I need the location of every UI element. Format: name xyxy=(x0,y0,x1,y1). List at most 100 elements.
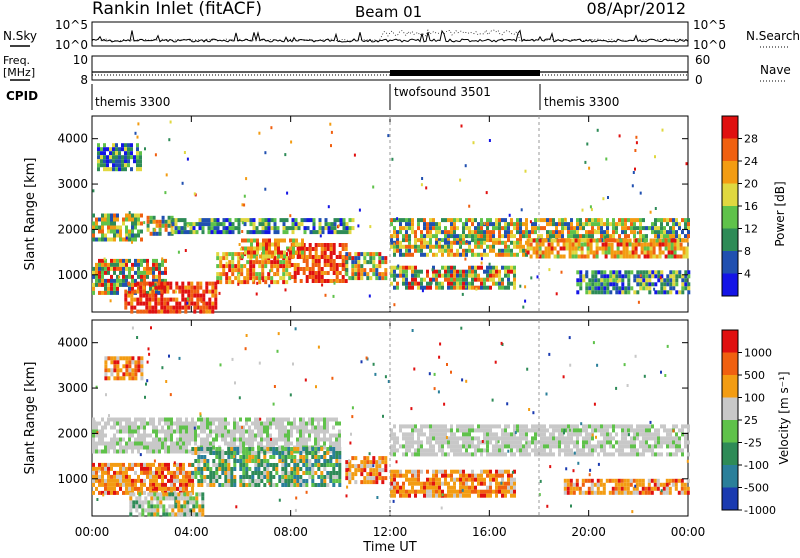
velocity-cell xyxy=(414,490,417,494)
power-cell xyxy=(591,226,594,230)
velocity-cell xyxy=(140,418,143,422)
power-cell xyxy=(247,251,250,255)
power-cell xyxy=(196,290,199,294)
velocity-cell xyxy=(669,479,672,483)
power-cell xyxy=(208,310,211,314)
power-cell xyxy=(678,290,681,294)
velocity-cell xyxy=(462,470,465,474)
power-cell xyxy=(411,230,414,234)
power-cell xyxy=(363,268,366,272)
velocity-cell xyxy=(435,490,438,494)
power-cell xyxy=(453,278,456,282)
velocity-cell xyxy=(417,432,420,436)
power-cell xyxy=(411,245,414,249)
power-cell xyxy=(483,270,486,274)
power-cell xyxy=(423,226,426,230)
power-cell xyxy=(507,238,510,242)
power-cell xyxy=(617,255,620,259)
velocity-cell xyxy=(170,426,173,430)
velocity-cell xyxy=(459,436,462,440)
velocity-cell xyxy=(209,434,212,438)
power-cell xyxy=(154,298,157,302)
power-cell xyxy=(324,259,327,263)
velocity-cell xyxy=(290,483,293,487)
power-cell xyxy=(312,271,315,275)
velocity-cell xyxy=(122,430,125,434)
power-cell xyxy=(334,226,337,230)
power-cell xyxy=(268,243,271,247)
power-cell xyxy=(666,278,669,282)
velocity-cell xyxy=(215,418,218,422)
velocity-cell xyxy=(302,418,305,422)
velocity-cell xyxy=(338,467,341,471)
velocity-cell xyxy=(254,467,257,471)
power-cell xyxy=(453,274,456,278)
power-cell xyxy=(459,286,462,290)
power-cell xyxy=(113,279,116,283)
power-cell xyxy=(582,278,585,282)
power-cell xyxy=(297,267,300,271)
power-cell xyxy=(438,222,441,226)
velocity-cell xyxy=(269,426,272,430)
power-cell xyxy=(309,255,312,259)
velocity-cell xyxy=(498,424,501,428)
velocity-cell xyxy=(269,463,272,467)
velocity-cell xyxy=(161,467,164,471)
velocity-cell xyxy=(128,356,131,360)
velocity-cell xyxy=(236,422,239,426)
power-cell xyxy=(671,251,674,255)
power-cell xyxy=(545,255,548,259)
power-cell xyxy=(600,286,603,290)
power-cell xyxy=(462,286,465,290)
velocity-cell xyxy=(233,483,236,487)
velocity-cell xyxy=(672,452,675,456)
power-cell xyxy=(98,230,101,234)
power-cell xyxy=(477,274,480,278)
velocity-cell xyxy=(224,483,227,487)
velocity-cell xyxy=(200,418,203,422)
velocity-cell xyxy=(654,479,657,483)
velocity-cell xyxy=(609,440,612,444)
velocity-cell xyxy=(351,472,354,476)
velocity-cell xyxy=(143,467,146,471)
power-scatter-cell xyxy=(548,268,550,271)
velocity-cell xyxy=(615,440,618,444)
power-scatter-cell xyxy=(143,221,145,224)
velocity-cell xyxy=(555,428,558,432)
velocity-cell xyxy=(155,483,158,487)
power-cell xyxy=(576,278,579,282)
power-cell xyxy=(116,218,119,222)
velocity-cell xyxy=(507,486,510,490)
power-cell xyxy=(301,239,304,243)
velocity-cell xyxy=(167,463,170,467)
power-cell xyxy=(492,241,495,245)
power-cell xyxy=(148,306,151,310)
velocity-cell xyxy=(501,478,504,482)
power-cell xyxy=(408,253,411,257)
power-cell xyxy=(98,279,101,283)
velocity-cell xyxy=(251,442,254,446)
power-cell xyxy=(438,274,441,278)
power-cell xyxy=(336,271,339,275)
power-scatter-cell xyxy=(187,297,189,300)
velocity-cell xyxy=(441,428,444,432)
velocity-cell xyxy=(378,460,381,464)
power-cell xyxy=(675,290,678,294)
power-cell xyxy=(289,239,292,243)
velocity-cell xyxy=(152,479,155,483)
power-cell xyxy=(181,218,184,222)
power-cell xyxy=(369,276,372,280)
power-cell xyxy=(671,255,674,259)
power-cell xyxy=(522,245,525,249)
velocity-cell xyxy=(263,463,266,467)
velocity-cell xyxy=(167,479,170,483)
velocity-cell xyxy=(606,424,609,428)
velocity-cell xyxy=(639,428,642,432)
velocity-cell xyxy=(399,470,402,474)
power-cell xyxy=(147,224,150,228)
power-cell xyxy=(315,271,318,275)
velocity-cell xyxy=(360,480,363,484)
velocity-cell xyxy=(549,436,552,440)
power-cell xyxy=(271,218,274,222)
